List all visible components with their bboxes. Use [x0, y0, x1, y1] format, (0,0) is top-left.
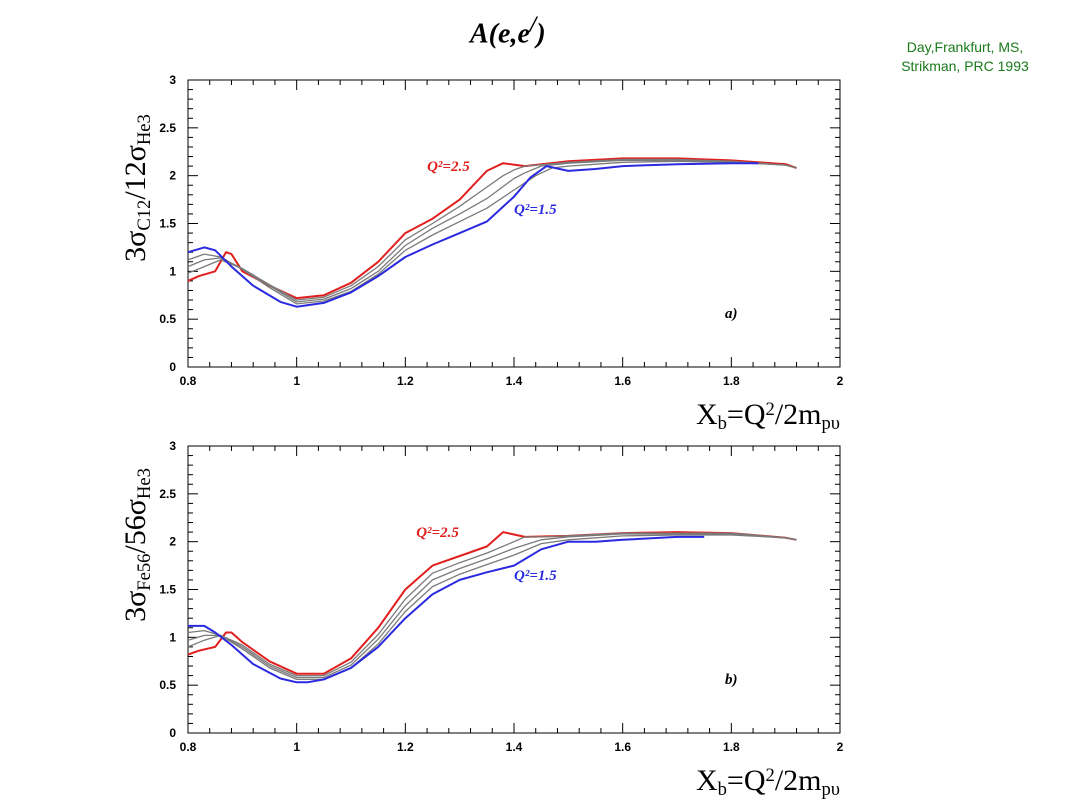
- x-tick-label: 1.6: [614, 740, 631, 754]
- x-tick-label: 1.6: [614, 374, 631, 388]
- y-axis-label: 3σC12/12σHe3: [119, 114, 155, 262]
- citation-credit: Day,Frankfurt, MS, Strikman, PRC 1993: [870, 38, 1060, 76]
- y-tick-label: 0.5: [159, 312, 176, 326]
- x-tick-label: 2: [837, 740, 844, 754]
- y-tick-label: 2.5: [159, 121, 176, 135]
- series-line-4: [187, 534, 797, 681]
- x-tick-label: 1: [293, 740, 300, 754]
- y-tick-label: 1: [169, 630, 176, 644]
- series-line-1: [187, 531, 797, 675]
- x-tick-label: 1.2: [397, 374, 414, 388]
- y-axis-label: 3σFe56/56σHe3: [119, 468, 155, 622]
- x-axis-label: Xb=Q2/2mpυ: [696, 398, 840, 434]
- y-tick-label: 0: [169, 360, 176, 374]
- series-line-4: [187, 160, 797, 305]
- panel-label: b): [725, 672, 738, 688]
- citation-line-2: Strikman, PRC 1993: [901, 58, 1029, 74]
- series-line-3: [187, 159, 797, 303]
- page-title: A(e,e/): [470, 12, 546, 50]
- y-tick-label: 2: [169, 535, 176, 549]
- x-tick-label: 1.4: [506, 740, 523, 754]
- chart-panel-1: 0.8 1 1.2 1.4 1.6 1.8 2 0 0.5 1 1.5 2 2.5 3 Q²=2.5 Q²=1…: [119, 73, 844, 434]
- x-tick-label: 1.2: [397, 740, 414, 754]
- series-line-1: [187, 157, 797, 300]
- y-tick-label: 2: [169, 169, 176, 183]
- y-tick-label: 3: [169, 439, 176, 453]
- series-line-5: [188, 535, 705, 684]
- q2-annotation-1: Q²=2.5: [416, 525, 459, 541]
- series-line-2: [187, 158, 797, 301]
- x-tick-label: 1.8: [723, 740, 740, 754]
- x-tick-label: 1.8: [723, 374, 740, 388]
- q2-annotation-1: Q²=2.5: [427, 159, 470, 175]
- x-tick-label: 1: [293, 374, 300, 388]
- series-line-5: [187, 162, 759, 308]
- series-line-2: [187, 532, 797, 677]
- x-tick-label: 0.8: [180, 374, 197, 388]
- x-tick-label: 2: [837, 374, 844, 388]
- y-tick-label: 1: [169, 264, 176, 278]
- y-tick-label: 3: [169, 73, 176, 87]
- y-tick-label: 2.5: [159, 487, 176, 501]
- chart-panel-2: 0.8 1 1.2 1.4 1.6 1.8 2 0 0.5 1 1.5 2 2.5 3 Q²=2.5 Q²=1…: [119, 439, 844, 800]
- x-axis-label: Xb=Q2/2mpυ: [696, 764, 840, 800]
- q2-annotation-2: Q²=1.5: [514, 568, 557, 584]
- plot-frame: [187, 79, 841, 368]
- citation-line-1: Day,Frankfurt, MS,: [906, 39, 1024, 55]
- q2-annotation-2: Q²=1.5: [514, 202, 557, 218]
- y-tick-label: 1.5: [159, 217, 176, 231]
- y-tick-label: 1.5: [159, 583, 176, 597]
- y-tick-label: 0.5: [159, 678, 176, 692]
- series-line-3: [187, 533, 797, 679]
- x-tick-label: 1.4: [506, 374, 523, 388]
- y-tick-label: 0: [169, 726, 176, 740]
- x-tick-label: 0.8: [180, 740, 197, 754]
- panel-label: a): [725, 306, 738, 322]
- plot-frame: [187, 445, 841, 734]
